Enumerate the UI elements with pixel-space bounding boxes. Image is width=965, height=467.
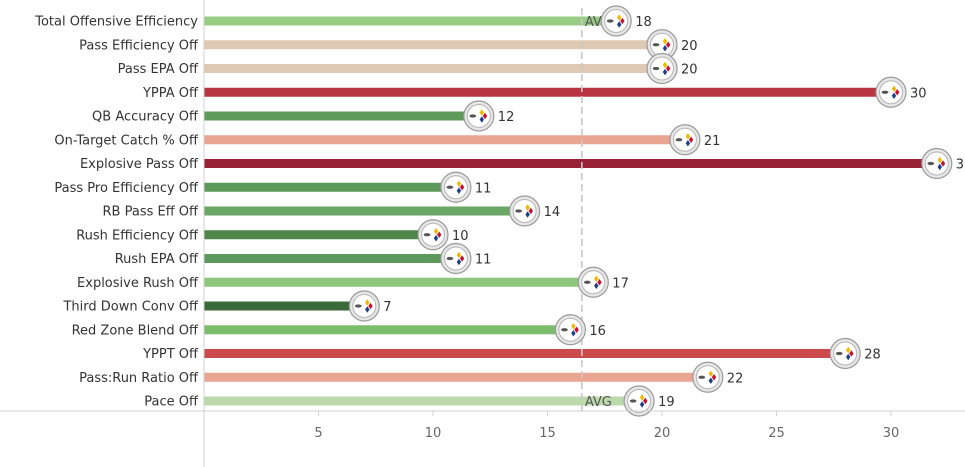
steelers-logo-icon	[577, 266, 609, 298]
category-label: Pace Off	[144, 395, 199, 410]
steelers-logo-icon	[440, 242, 472, 275]
value-label: 17	[612, 276, 629, 291]
steelers-logo-icon	[921, 147, 953, 180]
category-label: YPPA Off	[142, 86, 199, 101]
category-label: Rush EPA Off	[115, 252, 199, 267]
bar[interactable]	[204, 349, 846, 358]
steelers-logo-icon	[829, 337, 861, 370]
bar[interactable]	[204, 206, 525, 216]
value-label: 22	[727, 371, 744, 386]
bar[interactable]	[204, 182, 456, 192]
category-label: YPPT Off	[142, 347, 199, 362]
category-label: On-Target Catch % Off	[54, 133, 199, 148]
category-label: Explosive Rush Off	[77, 276, 199, 291]
category-label: QB Accuracy Off	[92, 110, 199, 125]
bar[interactable]	[204, 87, 891, 97]
category-label: Total Offensive Efficiency	[34, 15, 198, 30]
bar[interactable]	[204, 372, 708, 382]
steelers-logo-icon	[646, 29, 678, 61]
x-tick-label: 20	[654, 426, 671, 441]
x-tick-label: 10	[425, 426, 442, 441]
value-label: 30	[910, 86, 927, 101]
steelers-logo-icon	[440, 171, 472, 203]
steelers-logo-icon	[623, 385, 655, 417]
value-label: 11	[475, 253, 492, 268]
steelers-logo-icon	[348, 290, 380, 322]
steelers-logo-icon	[554, 314, 587, 346]
x-tick-label: 30	[883, 426, 900, 441]
value-label: 18	[635, 15, 652, 30]
steelers-logo-icon	[669, 124, 701, 156]
bar[interactable]	[204, 301, 365, 311]
category-label: Third Down Conv Off	[62, 300, 199, 315]
steelers-logo-icon	[875, 76, 907, 108]
steelers-logo-icon	[646, 52, 678, 85]
value-label: 16	[589, 324, 606, 339]
x-tick-label: 25	[768, 426, 785, 441]
x-tick-label: 15	[539, 426, 556, 441]
category-label: Pass Pro Efficiency Off	[54, 181, 199, 196]
bar[interactable]	[204, 16, 617, 26]
bars-layer: Total Offensive Efficiency Pass Efficienc…	[34, 15, 937, 410]
bar[interactable]	[204, 254, 456, 263]
bar[interactable]	[204, 396, 640, 406]
bar[interactable]	[204, 230, 433, 240]
bar[interactable]	[204, 277, 594, 287]
value-label: 7	[383, 300, 391, 315]
markers-layer: 18 20 20 30 12 21 32 11 14 10 11 17 7 16 28 22 19	[348, 5, 965, 417]
category-label: Red Zone Blend Off	[72, 323, 199, 338]
value-label: 20	[681, 63, 698, 78]
bar[interactable]	[204, 40, 662, 50]
steelers-logo-icon	[417, 219, 449, 251]
x-tick-label: 5	[314, 426, 322, 441]
category-label: Rush Efficiency Off	[76, 228, 199, 243]
bar[interactable]	[204, 64, 662, 73]
value-label: 20	[681, 39, 698, 54]
steelers-logo-icon	[463, 100, 495, 132]
bar[interactable]	[204, 159, 937, 168]
value-label: 32	[956, 158, 965, 173]
category-label: RB Pass Eff Off	[103, 205, 200, 220]
steelers-logo-icon	[508, 195, 541, 227]
value-label: 21	[704, 134, 721, 149]
value-label: 14	[544, 205, 561, 220]
category-label: Explosive Pass Off	[80, 157, 199, 172]
value-label: 10	[452, 229, 469, 244]
bar[interactable]	[204, 325, 571, 335]
average-label: AVG	[585, 395, 612, 410]
category-label: Pass Efficiency Off	[79, 38, 199, 53]
bar[interactable]	[204, 111, 479, 121]
steelers-logo-icon	[692, 361, 724, 393]
value-label: 19	[658, 395, 675, 410]
value-label: 28	[864, 348, 881, 363]
value-label: 12	[498, 110, 515, 125]
steelers-logo-icon	[600, 5, 632, 37]
category-label: Pass EPA Off	[118, 62, 199, 77]
bar[interactable]	[204, 135, 685, 145]
category-label: Pass:Run Ratio Off	[79, 371, 199, 386]
value-label: 11	[475, 181, 492, 196]
